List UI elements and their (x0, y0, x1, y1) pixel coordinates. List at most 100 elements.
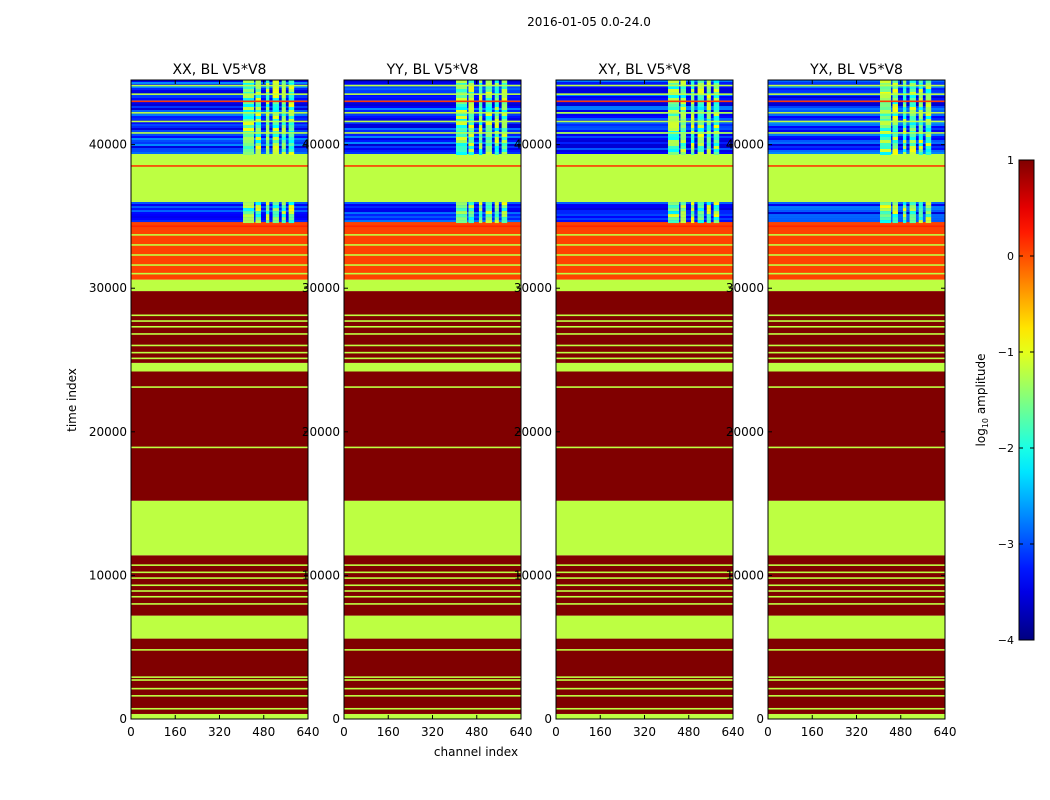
rfi-cell (501, 125, 508, 128)
rfi-cell (918, 134, 923, 137)
rfi-cell (265, 83, 270, 86)
time-line (768, 244, 945, 246)
rfi-cell (272, 128, 279, 131)
time-line (768, 590, 945, 592)
noise-row (344, 136, 521, 138)
rfi-cell (468, 86, 474, 89)
rfi-cell (494, 122, 499, 125)
rfi-cell (892, 107, 898, 110)
rfi-cell (468, 107, 474, 110)
rfi-cell (501, 143, 508, 146)
noise-row (344, 138, 521, 140)
noise-row (556, 142, 733, 144)
rfi-cell (902, 149, 907, 152)
rfi-cell (265, 98, 270, 101)
rfi-cell (668, 107, 680, 110)
noise-row (768, 94, 945, 96)
rfi-cell (265, 149, 270, 152)
time-line (131, 84, 308, 87)
rfi-cell (494, 146, 499, 149)
rfi-cell (478, 107, 483, 110)
time-band (556, 500, 733, 556)
rfi-cell (697, 128, 704, 131)
rfi-cell (485, 110, 492, 113)
rfi-cell (255, 122, 261, 125)
rfi-cell (494, 98, 499, 101)
rfi-cell (255, 83, 261, 86)
rfi-cell (468, 122, 474, 125)
rfi-cell (690, 205, 695, 209)
rfi-cell (494, 214, 499, 218)
rfi-cell (680, 217, 686, 221)
rfi-cell (288, 122, 295, 125)
rfi-cell (902, 122, 907, 125)
noise-row (131, 202, 308, 205)
time-line (131, 707, 308, 710)
colorbar-gradient (1018, 159, 1035, 641)
noise-row (131, 104, 308, 106)
rfi-cell (690, 80, 695, 83)
rfi-cell (902, 86, 907, 89)
rfi-cell (706, 86, 711, 89)
time-line (768, 254, 945, 256)
time-line (768, 333, 945, 335)
rfi-cell (494, 119, 499, 122)
colorbar-tick-label: −4 (998, 634, 1014, 647)
rfi-cell (918, 214, 923, 218)
rfi-cell (713, 95, 720, 98)
rfi-cell (713, 89, 720, 92)
noise-row (768, 140, 945, 142)
rfi-cell (925, 217, 932, 221)
rfi-cell (892, 134, 898, 137)
noise-row (344, 126, 521, 128)
noise-row (344, 140, 521, 142)
rfi-cell (668, 80, 680, 83)
rfi-cell (918, 110, 923, 113)
time-line (131, 325, 308, 328)
rfi-cell (713, 214, 720, 218)
rfi-cell (902, 137, 907, 140)
x-tick-label: 160 (164, 725, 187, 739)
rfi-cell (690, 143, 695, 146)
time-band (131, 220, 308, 280)
rfi-cell (918, 220, 923, 224)
rfi-cell (918, 208, 923, 212)
rfi-cell (478, 104, 483, 107)
time-line (131, 571, 308, 574)
noise-row (768, 148, 945, 150)
x-tick-label: 0 (552, 725, 560, 739)
rfi-cell (892, 149, 898, 152)
rfi-cell (468, 149, 474, 152)
rfi-cell (892, 116, 898, 119)
rfi-cell (880, 119, 892, 122)
rfi-cell (902, 104, 907, 107)
rfi-cell (243, 101, 255, 104)
rfi-cell (468, 152, 474, 155)
noise-row (131, 86, 308, 88)
time-line (556, 84, 733, 87)
rfi-cell (918, 83, 923, 86)
rfi-cell (690, 208, 695, 212)
rfi-cell (690, 214, 695, 218)
rfi-cell (243, 220, 255, 224)
noise-row (768, 220, 945, 223)
rfi-cell (243, 140, 255, 143)
noise-row (556, 106, 733, 108)
rfi-cell (706, 134, 711, 137)
noise-row (344, 134, 521, 136)
rfi-cell (265, 107, 270, 110)
time-line (344, 272, 521, 275)
noise-row (131, 212, 308, 215)
rfi-cell (265, 217, 270, 221)
noise-row (768, 146, 945, 148)
rfi-cell (880, 116, 892, 119)
rfi-cell (485, 83, 492, 86)
rfi-cell (288, 83, 295, 86)
time-line (768, 165, 945, 167)
time-line (556, 679, 733, 681)
rfi-cell (918, 143, 923, 146)
rfi-cell (272, 107, 279, 110)
colorbar-tick-label: 1 (1007, 154, 1014, 167)
rfi-cell (680, 202, 686, 206)
rfi-cell (243, 143, 255, 146)
